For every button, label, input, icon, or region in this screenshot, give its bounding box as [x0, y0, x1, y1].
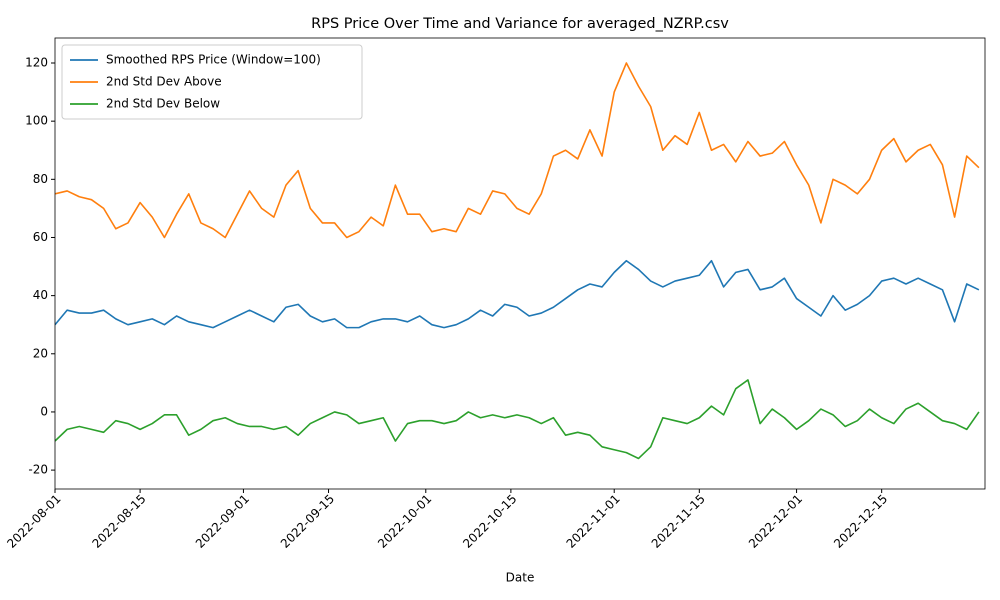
x-axis-label: Date [506, 571, 535, 585]
y-tick-label: 60 [33, 230, 48, 244]
y-tick-label: 0 [40, 404, 48, 418]
x-tick-label: 2022-09-01 [193, 492, 252, 551]
series-line [55, 259, 980, 329]
x-tick-label: 2022-10-15 [460, 492, 519, 551]
y-tick-label: 100 [25, 114, 48, 128]
legend-label: 2nd Std Dev Above [106, 75, 222, 89]
x-tick-label: 2022-11-01 [564, 492, 623, 551]
y-tick-label: 120 [25, 56, 48, 70]
y-tick-label: 20 [33, 346, 48, 360]
legend-label: 2nd Std Dev Below [106, 97, 220, 111]
x-tick-label: 2022-09-15 [278, 492, 337, 551]
x-tick-label: 2022-11-15 [649, 492, 708, 551]
legend-label: Smoothed RPS Price (Window=100) [106, 53, 321, 67]
series-line [55, 62, 980, 239]
y-tick-label: -20 [28, 463, 48, 477]
y-tick-label: 80 [33, 172, 48, 186]
x-tick-label: 2022-10-01 [375, 492, 434, 551]
chart-title: RPS Price Over Time and Variance for ave… [311, 16, 729, 32]
x-tick-label: 2022-08-15 [89, 492, 148, 551]
x-tick-label: 2022-12-15 [831, 492, 890, 551]
plot-frame [54, 37, 986, 490]
x-tick-label: 2022-08-01 [4, 492, 63, 551]
y-tick-label: 40 [33, 288, 48, 302]
series-line [55, 379, 980, 460]
legend-box [61, 44, 363, 120]
x-tick-label: 2022-12-01 [746, 492, 805, 551]
